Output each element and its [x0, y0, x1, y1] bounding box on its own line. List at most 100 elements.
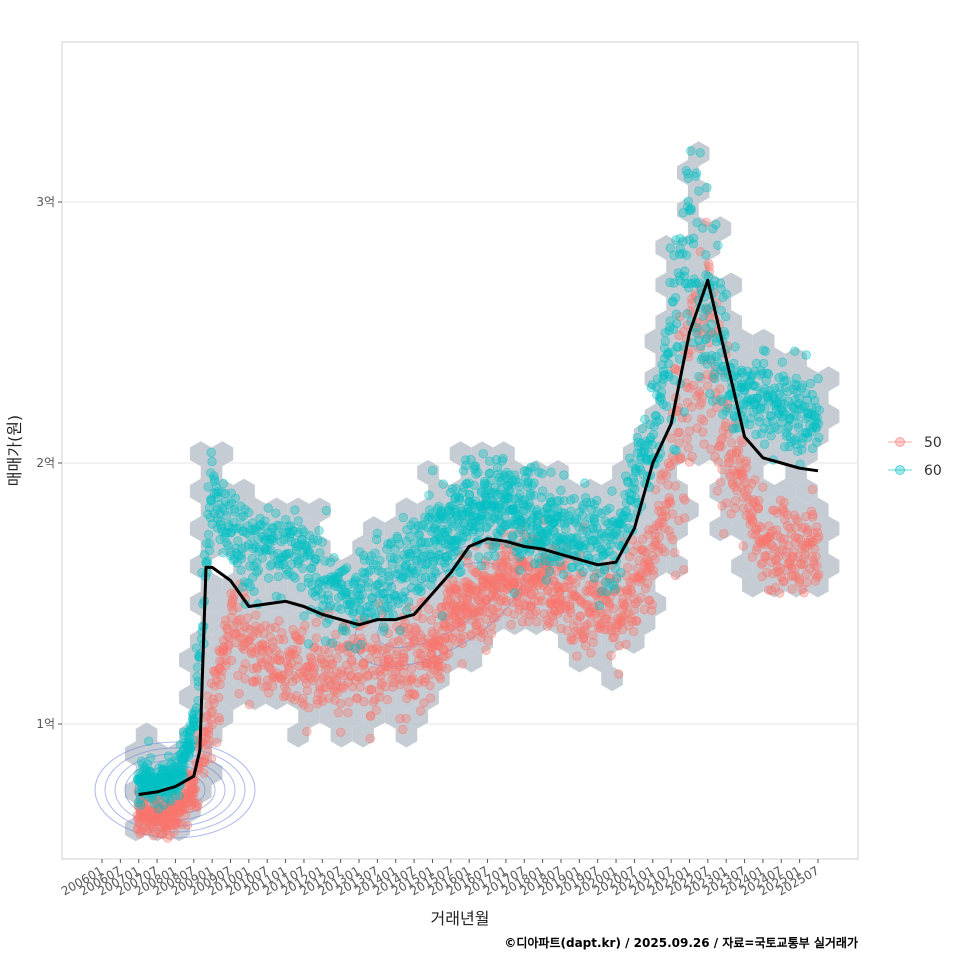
data-point — [265, 655, 276, 666]
hexbin-cell — [601, 478, 623, 504]
hexbin-cell — [471, 441, 493, 467]
data-point — [424, 604, 434, 614]
hexbin-cell — [644, 478, 667, 504]
data-point — [679, 513, 690, 523]
data-point — [234, 688, 245, 699]
hexbin-cell — [417, 685, 439, 710]
hexbin-cell — [666, 553, 688, 579]
data-point — [135, 800, 146, 810]
density-contour — [94, 741, 256, 839]
data-point — [202, 691, 213, 701]
data-point — [355, 682, 365, 692]
data-point — [531, 606, 541, 617]
data-point — [683, 173, 693, 183]
data-point — [192, 671, 202, 682]
data-point — [738, 541, 748, 551]
data-point — [233, 615, 244, 626]
data-point — [398, 667, 409, 678]
hexbin-cell — [309, 497, 331, 523]
data-point — [260, 516, 270, 526]
data-point — [730, 503, 740, 513]
hexbin-cell — [547, 460, 569, 485]
data-point — [280, 681, 290, 692]
data-point — [431, 568, 441, 579]
hexbin-cell — [806, 497, 829, 523]
data-point — [811, 552, 821, 562]
data-point — [759, 439, 770, 449]
data-point — [215, 680, 225, 690]
data-point — [648, 570, 659, 580]
hexbin-cell — [449, 441, 472, 467]
data-point — [481, 645, 491, 656]
data-point — [379, 626, 389, 636]
hexbin-cell — [698, 422, 721, 448]
data-point — [760, 346, 771, 357]
data-point — [578, 567, 588, 577]
data-point — [209, 681, 220, 691]
data-point — [443, 648, 454, 659]
data-point — [321, 505, 332, 516]
data-point — [228, 605, 238, 616]
data-point — [681, 250, 692, 260]
data-point — [609, 603, 619, 614]
data-point — [661, 401, 672, 411]
data-point — [661, 470, 671, 481]
data-point — [398, 724, 408, 735]
y-axis-title: 매매가(원) — [5, 415, 24, 486]
data-point — [333, 707, 344, 718]
hexbin-cell — [341, 703, 364, 729]
data-point — [469, 480, 480, 491]
data-point — [395, 625, 406, 636]
data-point — [214, 692, 224, 703]
data-point — [656, 393, 666, 403]
data-point — [741, 456, 751, 466]
data-point — [229, 589, 239, 600]
data-point — [648, 429, 659, 440]
data-point — [806, 506, 817, 517]
data-point — [654, 531, 665, 542]
data-point — [203, 529, 214, 540]
hexbin-cell — [189, 478, 212, 504]
data-point — [300, 621, 310, 631]
hexbin-cell — [189, 441, 212, 467]
data-point — [779, 497, 789, 508]
data-point — [497, 456, 507, 466]
data-point — [290, 505, 300, 515]
data-point — [801, 350, 811, 360]
data-point — [636, 592, 646, 603]
data-point — [506, 619, 516, 630]
data-point — [697, 223, 708, 233]
hexbin-cell — [287, 610, 309, 635]
data-point — [613, 530, 623, 540]
data-point — [621, 639, 631, 650]
data-point — [694, 186, 704, 196]
data-point — [403, 597, 414, 607]
data-point — [616, 568, 626, 578]
data-point — [509, 588, 520, 598]
hexbin-cell — [319, 628, 342, 654]
data-point — [230, 493, 241, 503]
data-point — [592, 495, 602, 506]
hexbin-cell — [265, 497, 288, 523]
data-point — [529, 478, 539, 488]
data-point — [686, 146, 696, 156]
data-point — [218, 478, 229, 489]
data-point — [580, 478, 590, 488]
data-point — [398, 512, 409, 523]
data-point — [453, 546, 463, 556]
data-point — [763, 369, 774, 379]
data-point — [495, 608, 505, 618]
data-point — [206, 447, 216, 458]
data-point — [265, 623, 276, 633]
data-point — [812, 534, 823, 544]
data-point — [654, 415, 665, 425]
data-point — [712, 486, 723, 496]
data-point — [671, 309, 682, 319]
data-point — [777, 357, 788, 367]
data-point — [668, 535, 678, 545]
hexbin-cell — [298, 703, 320, 729]
hexbin-cell — [817, 366, 840, 392]
data-point — [641, 583, 651, 594]
hexbin-cell — [720, 272, 742, 298]
